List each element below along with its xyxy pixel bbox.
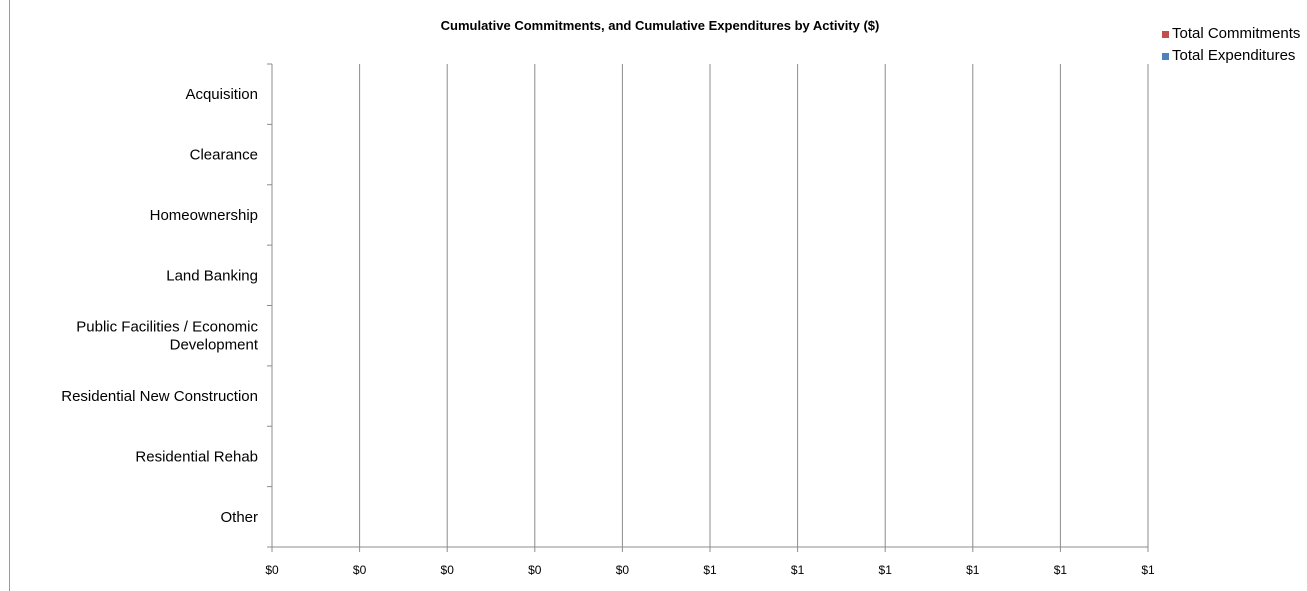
x-tick-label: $1 [703,563,717,577]
category-label: Homeownership [150,207,258,224]
x-tick-label: $0 [616,563,630,577]
category-label: Residential New Construction [61,388,258,405]
x-tick-label: $0 [265,563,279,577]
legend-label-total-commitments: Total Commitments [1172,25,1301,42]
legend-item-total-commitments: Total Commitments [1162,23,1300,45]
legend-label-total-expenditures: Total Expenditures [1172,47,1296,64]
x-tick-label: $0 [353,563,367,577]
chart-frame-border [9,0,10,591]
category-label: Public Facilities / Economic Development [76,319,259,354]
x-tick-label: $1 [966,563,980,577]
x-tick-label: $1 [1141,563,1155,577]
x-tick-label: $1 [879,563,893,577]
legend-swatch-total-expenditures [1162,52,1169,60]
category-label: Acquisition [185,86,258,103]
category-label: Residential Rehab [135,448,258,465]
x-tick-label: $0 [441,563,455,577]
x-tick-label: $1 [1054,563,1068,577]
category-label: Land Banking [166,267,258,284]
chart-legend: Total Commitments Total Expenditures [1162,23,1300,67]
legend-item-total-expenditures: Total Expenditures [1162,45,1300,67]
legend-swatch-total-commitments [1162,30,1169,38]
x-tick-label: $0 [528,563,542,577]
x-tick-label: $1 [791,563,805,577]
category-label: Other [220,509,258,526]
category-label: Clearance [190,147,258,164]
chart-title: Cumulative Commitments, and Cumulative E… [440,18,880,33]
